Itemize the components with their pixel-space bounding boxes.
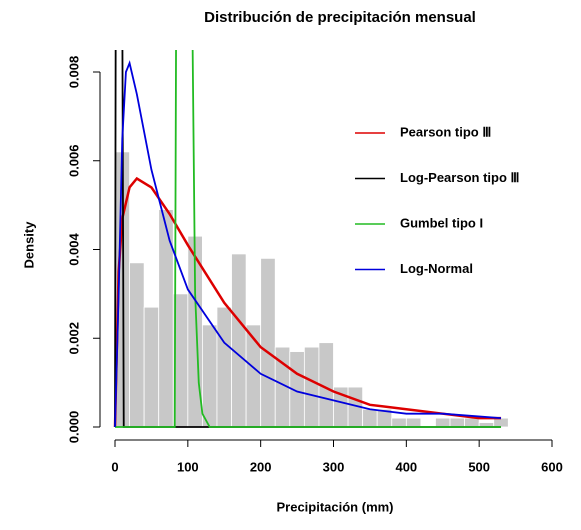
- bar: [143, 306, 160, 428]
- bar: [435, 417, 451, 428]
- x-tick-label: 600: [541, 459, 563, 474]
- x-tick-label: 400: [395, 459, 417, 474]
- bar: [391, 417, 407, 428]
- density-curve: [115, 50, 502, 428]
- bar: [464, 417, 480, 428]
- y-axis-label: Density: [21, 221, 36, 269]
- x-tick-label: 500: [468, 459, 490, 474]
- bar: [129, 262, 145, 428]
- bar: [260, 257, 276, 428]
- y-tick-label: 0.008: [66, 56, 81, 89]
- bar: [405, 417, 422, 428]
- y-tick-label: 0.006: [66, 144, 81, 177]
- legend-label: Log-Pearson tipo Ⅲ: [400, 170, 519, 185]
- y-tick-label: 0.002: [66, 322, 81, 355]
- legend-label: Gumbel tipo I: [400, 215, 483, 230]
- bar: [493, 417, 509, 428]
- y-tick-label: 0.004: [66, 232, 81, 265]
- bar: [362, 408, 378, 428]
- density-curve: [114, 60, 502, 428]
- x-tick-label: 200: [250, 459, 272, 474]
- x-tick-label: 100: [177, 459, 199, 474]
- bar: [231, 253, 247, 428]
- x-tick-label: 300: [323, 459, 345, 474]
- chart-title: Distribución de precipitación mensual: [204, 9, 476, 26]
- bar: [245, 324, 262, 428]
- y-tick-label: 0.000: [66, 411, 81, 444]
- legend-label: Pearson tipo Ⅲ: [400, 124, 491, 139]
- legend-label: Log-Normal: [400, 261, 473, 276]
- bar: [216, 306, 232, 428]
- bar: [303, 346, 320, 428]
- bar: [449, 417, 465, 428]
- bar: [201, 324, 218, 428]
- plot-area: [113, 50, 509, 428]
- x-tick-label: 0: [111, 459, 118, 474]
- density-curve: [113, 176, 502, 428]
- x-axis-label: Precipitación (mm): [276, 499, 393, 514]
